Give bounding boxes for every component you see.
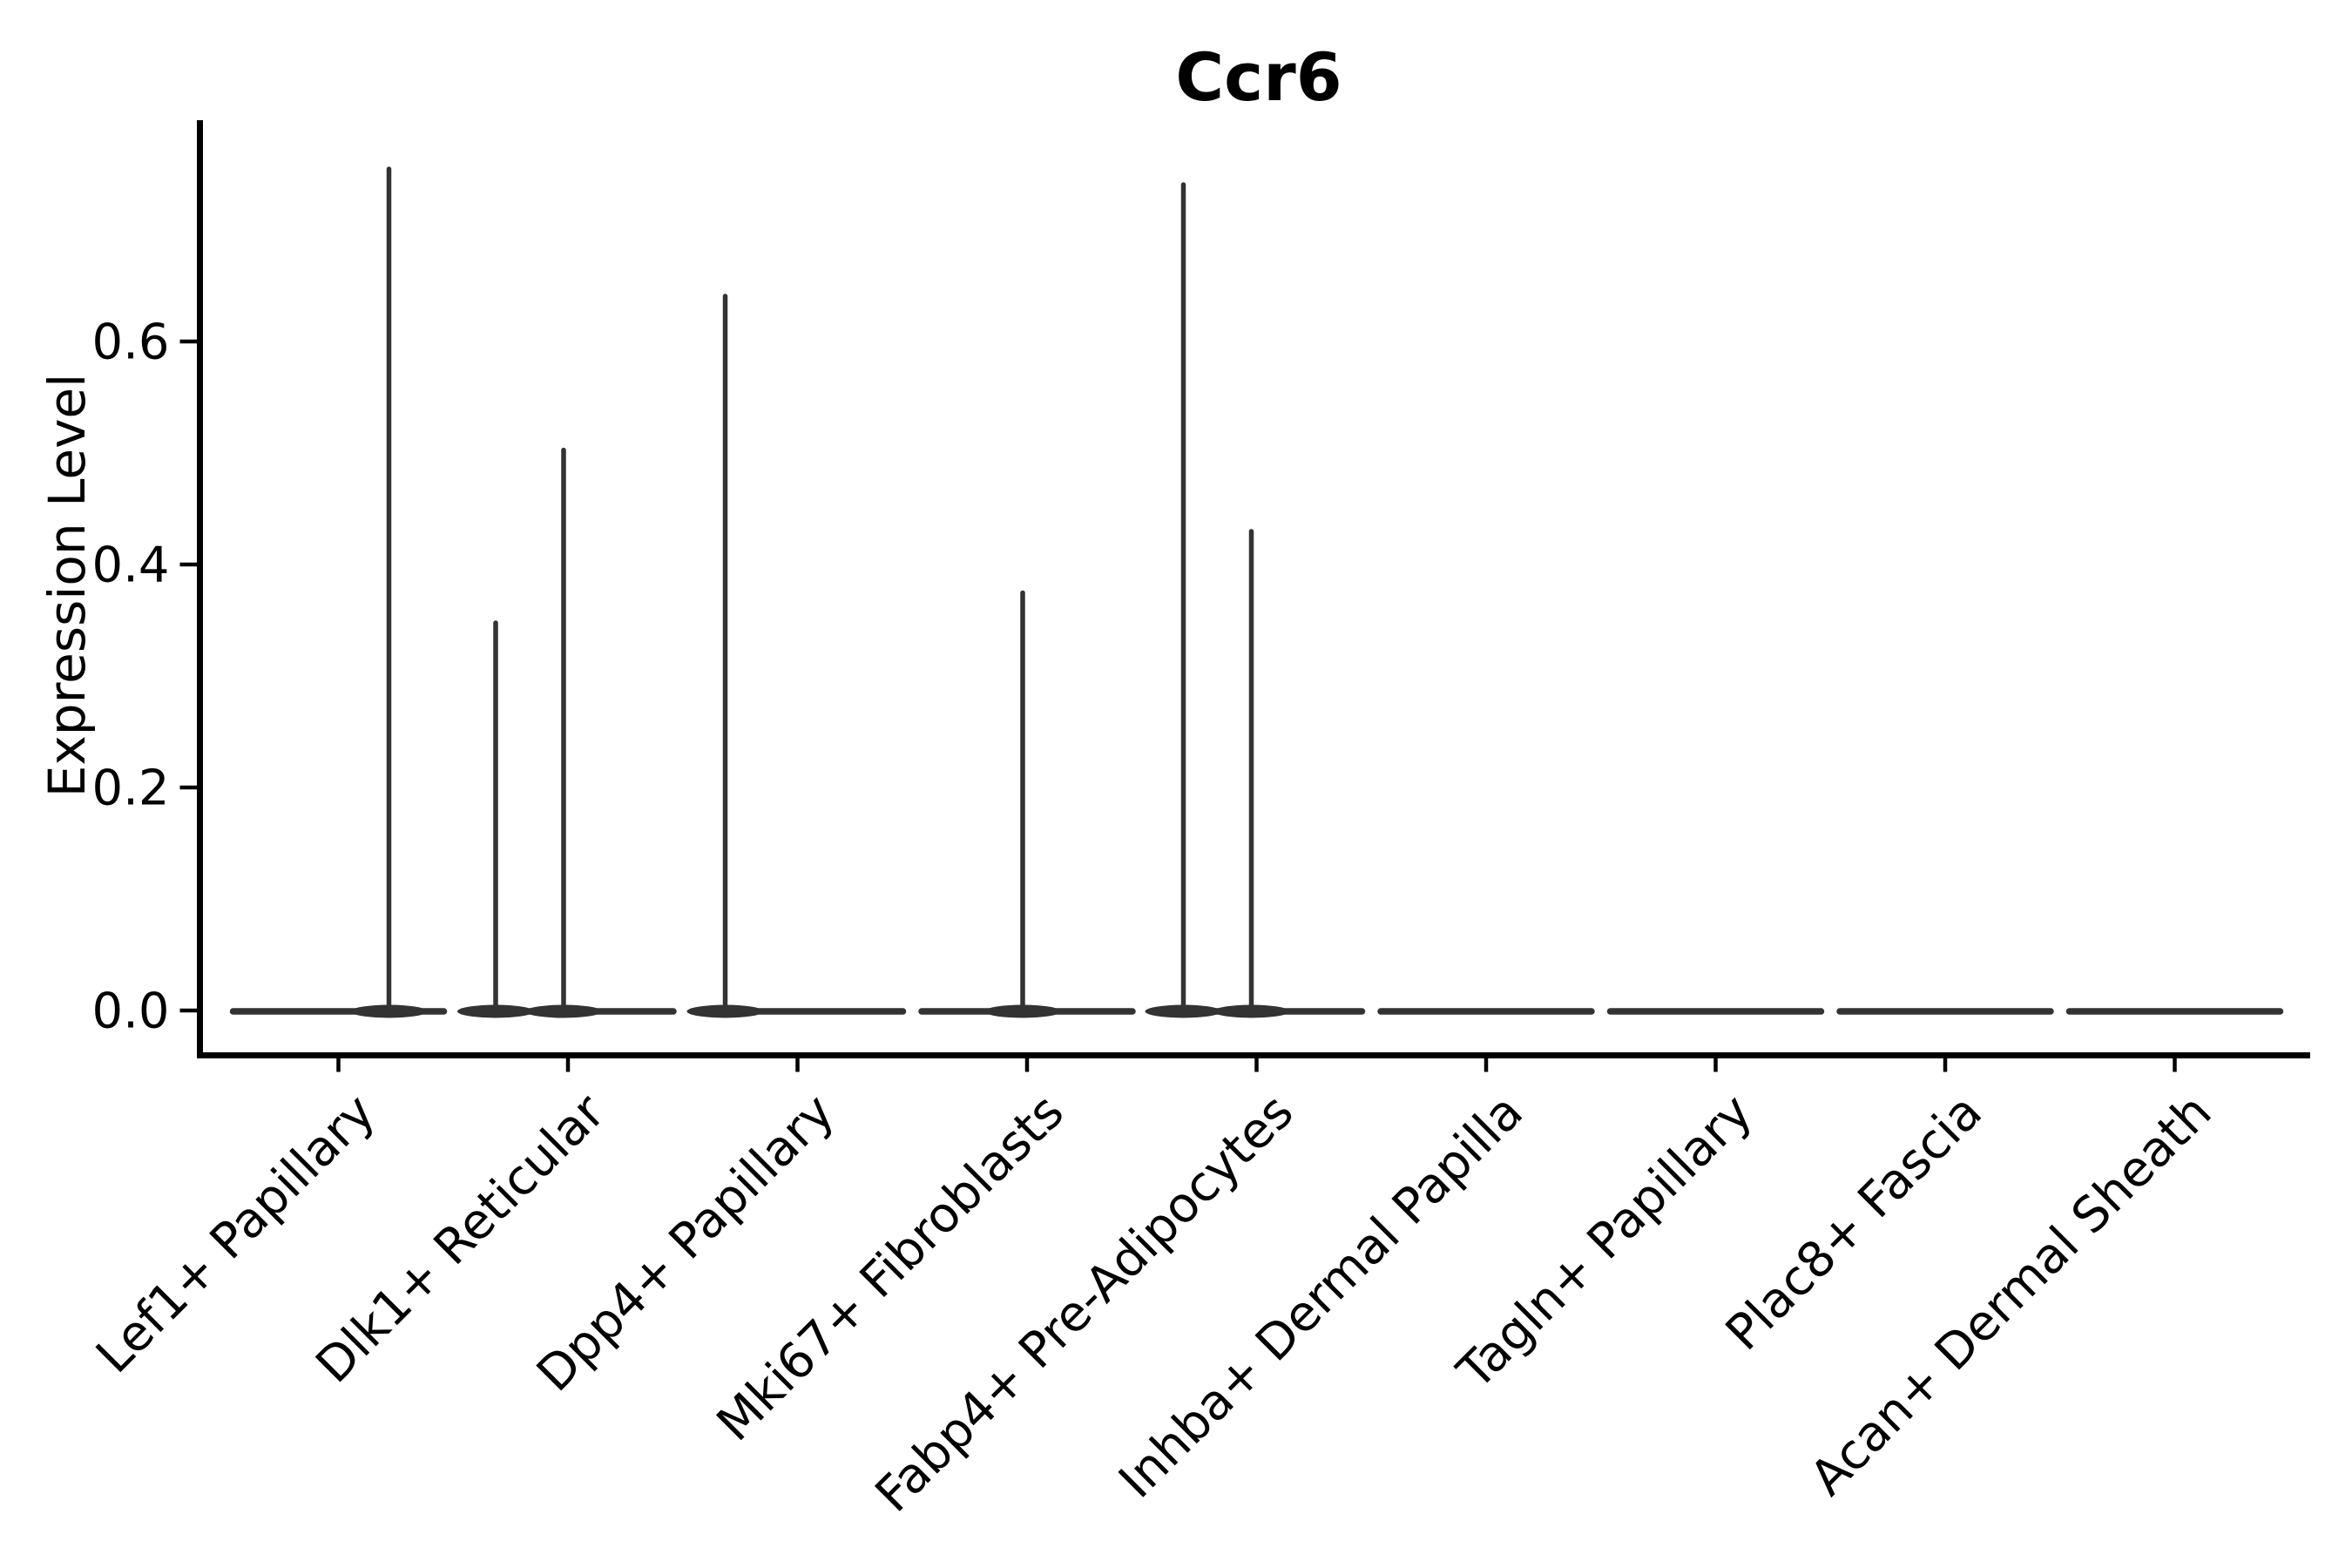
violin-dlk1-reticular [457, 447, 677, 1018]
violin-fabp4-pre-adipocytes [1145, 182, 1366, 1018]
x-tick-label: Acan+ Dermal Sheath [1800, 1084, 2223, 1507]
y-tick-label: 0.0 [91, 983, 169, 1040]
x-tick-label: Fabp4+ Pre-Adipocytes [865, 1084, 1305, 1524]
x-tick-label: Inhba+ Dermal Papilla [1108, 1084, 1534, 1510]
violin-lef1-papillary [229, 166, 448, 1018]
y-axis-ticks: 0.0 0.2 0.4 0.6 [91, 314, 200, 1040]
y-axis-label: Expression Level [37, 374, 97, 797]
violin-mki67-fibroblasts [918, 590, 1136, 1018]
axes [197, 120, 2310, 1058]
violin-series [229, 166, 2284, 1018]
y-tick-label: 0.2 [91, 760, 169, 817]
y-tick-label: 0.6 [91, 314, 169, 371]
y-tick-label: 0.4 [91, 537, 169, 594]
violin-dpp4-papillary [686, 294, 907, 1018]
chart-title: Ccr6 [1175, 38, 1342, 116]
